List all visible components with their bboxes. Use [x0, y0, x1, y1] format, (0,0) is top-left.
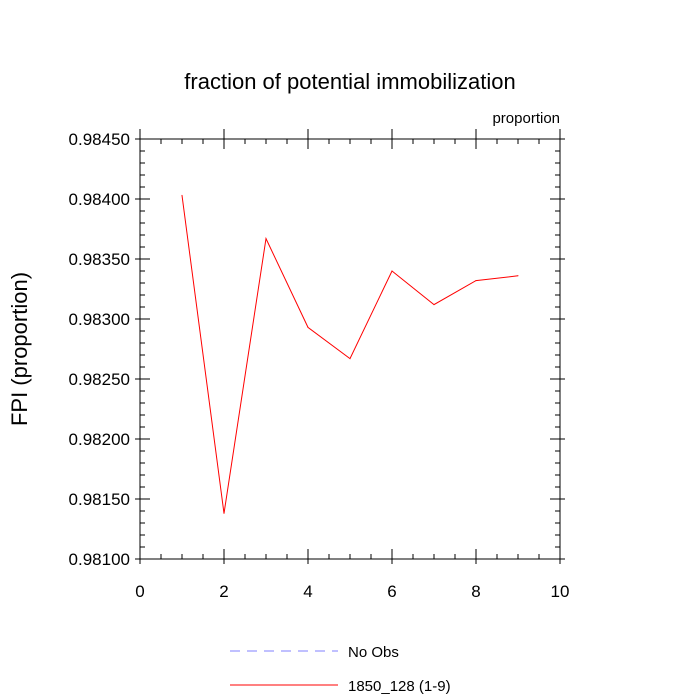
data-point — [349, 358, 351, 360]
x-tick-label: 2 — [219, 582, 228, 601]
y-tick-labels: 0.98100 0.98150 0.98200 0.98250 0.98300 0.983… — [69, 130, 130, 569]
legend-label: No Obs — [348, 644, 399, 661]
x-tick-label: 8 — [471, 582, 480, 601]
data-point — [223, 512, 225, 514]
legend: No Obs 1850_128 (1-9) — [230, 644, 451, 695]
y-tick-label: 0.98100 — [69, 550, 130, 569]
minor-ticks — [139, 138, 561, 560]
y-tick-label: 0.98300 — [69, 310, 130, 329]
data-point — [181, 194, 183, 196]
chart-title: fraction of potential immobilization — [184, 69, 515, 94]
x-tick-label: 4 — [303, 582, 312, 601]
series-lines — [181, 194, 519, 514]
x-tick-label: 6 — [387, 582, 396, 601]
y-tick-label: 0.98250 — [69, 370, 130, 389]
x-tick-label: 0 — [135, 582, 144, 601]
series-line — [181, 195, 519, 514]
major-ticks — [135, 129, 565, 564]
data-point — [307, 326, 309, 328]
legend-label: 1850_128 (1-9) — [348, 678, 451, 695]
y-axis-label: FPI (proportion) — [7, 272, 32, 426]
x-tick-labels: 0 2 4 6 8 10 — [135, 582, 569, 601]
y-tick-label: 0.98400 — [69, 190, 130, 209]
data-point — [433, 304, 435, 306]
plot-frame — [139, 138, 561, 560]
x-tick-label: 10 — [551, 582, 570, 601]
y-tick-label: 0.98450 — [69, 130, 130, 149]
y-tick-label: 0.98200 — [69, 430, 130, 449]
units-label: proportion — [492, 110, 560, 127]
y-tick-label: 0.98350 — [69, 250, 130, 269]
data-point — [391, 270, 393, 272]
y-tick-label: 0.98150 — [69, 490, 130, 509]
data-point — [475, 280, 477, 282]
data-point — [517, 275, 519, 277]
data-point — [265, 238, 267, 240]
